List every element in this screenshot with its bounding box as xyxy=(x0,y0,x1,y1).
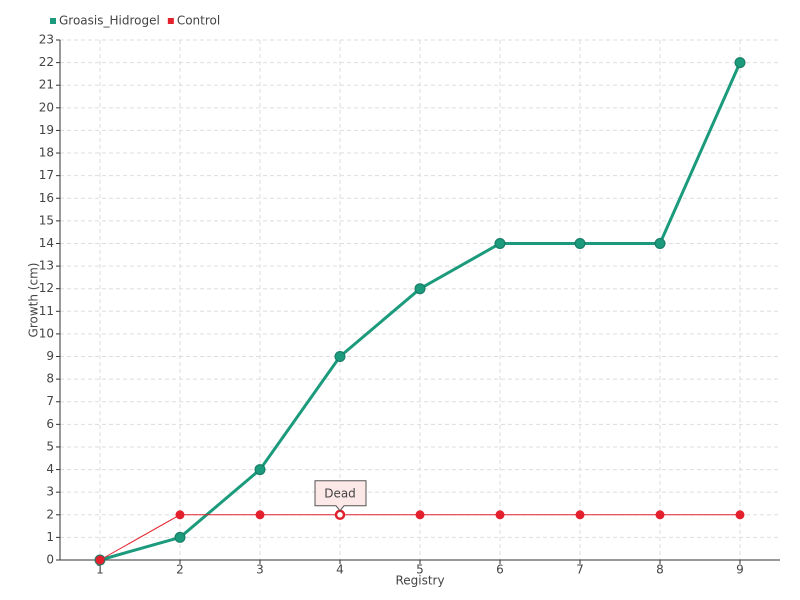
y-tick-label: 0 xyxy=(46,553,54,567)
y-tick-label: 18 xyxy=(39,146,54,160)
annotation-box xyxy=(314,480,367,512)
x-tick-label: 1 xyxy=(96,563,104,577)
x-tick-label: 2 xyxy=(176,563,184,577)
y-tick-label: 10 xyxy=(39,326,54,340)
y-tick-label: 12 xyxy=(39,281,54,295)
y-tick-label: 9 xyxy=(46,349,54,363)
data-point xyxy=(415,510,425,520)
data-point xyxy=(495,510,505,520)
data-point xyxy=(734,57,746,69)
y-tick-label: 4 xyxy=(46,462,54,476)
data-point xyxy=(574,237,586,249)
y-tick-label: 20 xyxy=(39,100,54,114)
grid xyxy=(60,39,780,561)
data-point xyxy=(414,283,426,295)
y-tick-label: 1 xyxy=(46,530,54,544)
y-tick-label: 16 xyxy=(39,191,54,205)
y-tick-label: 2 xyxy=(46,507,54,521)
legend-label: Control xyxy=(177,14,220,28)
y-tick-label: 5 xyxy=(46,439,54,453)
annotation-text: Dead xyxy=(324,486,356,500)
data-point xyxy=(254,464,266,476)
x-tick-label: 3 xyxy=(256,563,264,577)
data-point xyxy=(95,555,105,565)
x-tick-label: 5 xyxy=(416,563,424,577)
y-tick-label: 21 xyxy=(39,78,54,92)
y-tick-label: 11 xyxy=(39,304,54,318)
data-point xyxy=(735,510,745,520)
x-tick-label: 4 xyxy=(336,563,344,577)
y-tick-label: 22 xyxy=(39,55,54,69)
y-tick-label: 8 xyxy=(46,372,54,386)
data-point xyxy=(255,510,265,520)
y-tick-label: 14 xyxy=(39,236,54,250)
data-point xyxy=(334,351,346,363)
y-tick-label: 17 xyxy=(39,168,54,182)
legend-label: Groasis_Hidrogel xyxy=(59,14,160,28)
x-tick-label: 9 xyxy=(736,563,744,577)
y-tick-label: 6 xyxy=(46,417,54,431)
x-axis-label: Registry xyxy=(395,574,444,588)
y-tick-label: 15 xyxy=(39,213,54,227)
y-tick-label: 7 xyxy=(46,394,54,408)
data-point xyxy=(334,509,346,521)
legend-swatch xyxy=(167,18,174,24)
data-point xyxy=(655,510,665,520)
y-tick-label: 23 xyxy=(39,33,54,47)
data-point xyxy=(494,237,506,249)
x-tick-label: 7 xyxy=(576,563,584,577)
y-tick-label: 19 xyxy=(39,123,54,137)
y-tick-label: 3 xyxy=(46,485,54,499)
y-axis-label: Growth (cm) xyxy=(27,263,41,338)
data-point xyxy=(174,531,186,543)
data-point xyxy=(654,237,666,249)
data-point xyxy=(575,510,585,520)
data-point xyxy=(175,510,185,520)
legend-swatch xyxy=(50,18,56,24)
x-tick-label: 8 xyxy=(656,563,664,577)
x-tick-label: 6 xyxy=(496,563,504,577)
y-tick-label: 13 xyxy=(39,259,54,273)
